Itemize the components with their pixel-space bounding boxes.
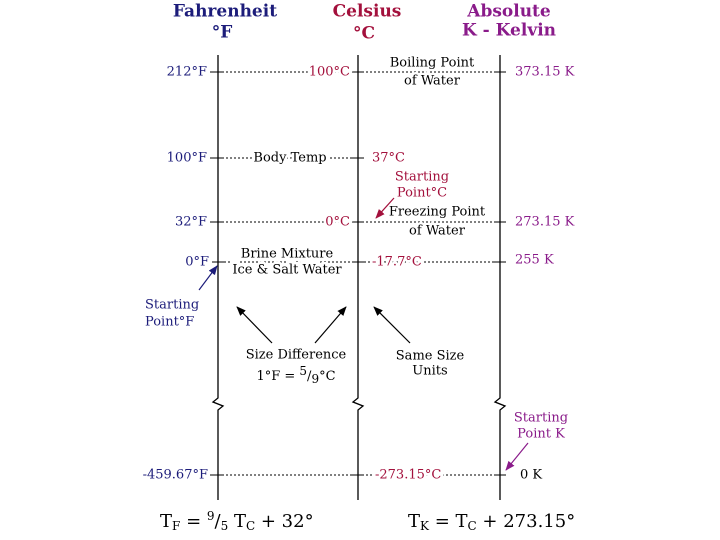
text: C	[246, 519, 255, 533]
scale-axes	[211, 55, 507, 500]
text: T	[228, 511, 246, 532]
text: 5	[299, 364, 307, 378]
text: /	[215, 511, 222, 532]
text: K	[420, 519, 430, 533]
header-unit: °F	[212, 23, 233, 43]
header-unit: °C	[353, 24, 375, 44]
header-title: Absolute	[466, 2, 551, 22]
level-label: Body Temp	[253, 151, 326, 166]
celsius-value: 0°C	[325, 215, 350, 230]
celsius-value: -17.7°C	[372, 255, 422, 270]
text: C	[468, 519, 477, 533]
formula: TK = TC + 273.15°	[408, 511, 575, 533]
text: F	[172, 519, 180, 533]
celsius-value: 100°C	[309, 65, 350, 80]
arrow	[373, 306, 411, 344]
level-label: Boiling Point	[390, 56, 475, 71]
celsius-value: -273.15°C	[375, 468, 441, 483]
arrow	[375, 197, 395, 219]
text: 9	[311, 372, 319, 386]
annotation-formula: 1°F = 5/9°C	[256, 364, 335, 386]
text: T	[408, 511, 420, 532]
text: =	[180, 511, 207, 532]
text: °C	[319, 369, 336, 384]
fahrenheit-value: -459.67°F	[143, 468, 208, 483]
arrow	[198, 265, 218, 291]
text: 1°F =	[256, 369, 299, 384]
level-label: Brine Mixture	[241, 247, 334, 262]
text: = T	[429, 511, 468, 532]
annotation: Units	[412, 364, 447, 379]
fahrenheit-value: 212°F	[167, 65, 207, 80]
annotation: Point K	[517, 427, 565, 442]
annotation: Starting	[395, 170, 449, 185]
annotation: Size Difference	[246, 348, 347, 363]
fahrenheit-value: 0°F	[185, 255, 209, 270]
fahrenheit-value: 100°F	[167, 151, 207, 166]
text: T	[160, 511, 172, 532]
level-label: of Water	[404, 74, 461, 89]
header-title: Celsius	[333, 2, 402, 22]
arrow	[505, 442, 529, 471]
level-label: of Water	[409, 224, 466, 239]
kelvin-value: 255 K	[515, 253, 554, 268]
formula: TF = 9/5 TC + 32°	[160, 509, 314, 533]
kelvin-value: 273.15 K	[515, 215, 575, 230]
annotation: Starting	[145, 298, 199, 313]
annotation: Starting	[514, 411, 568, 426]
arrow	[236, 306, 273, 344]
level-label: Ice & Salt Water	[232, 263, 342, 278]
annotation: Same Size	[396, 349, 465, 364]
text: 5	[221, 519, 229, 533]
arrow	[314, 306, 347, 344]
text: /	[307, 369, 312, 384]
level-label: Freezing Point	[389, 205, 486, 220]
text: + 32°	[255, 511, 313, 532]
kelvin-value: 373.15 K	[515, 65, 575, 80]
annotation: Point°F	[145, 315, 194, 330]
kelvin-value: 0 K	[520, 468, 542, 483]
annotation: Point°C	[397, 186, 447, 201]
celsius-value: 37°C	[372, 151, 405, 166]
header-title: Fahrenheit	[173, 2, 277, 22]
fahrenheit-value: 32°F	[175, 215, 207, 230]
text: + 273.15°	[477, 511, 576, 532]
text: 9	[207, 509, 215, 523]
header-unit: K - Kelvin	[462, 21, 556, 41]
